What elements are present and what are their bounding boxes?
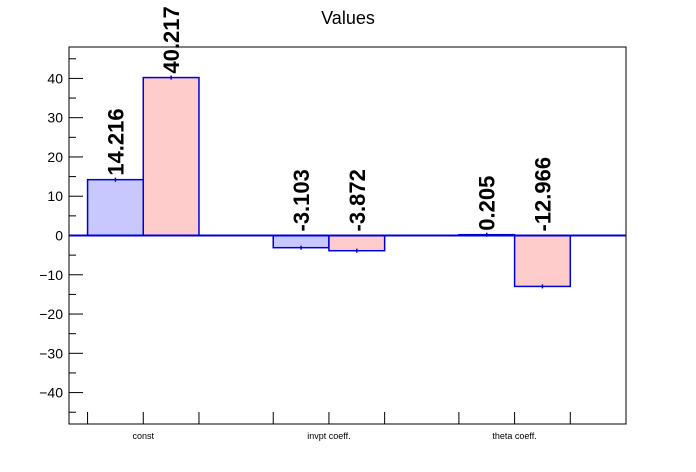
bar-value-label: -3.872 xyxy=(345,169,370,231)
y-axis: −40 −30 −20 −10 0 10 20 30 40 xyxy=(39,58,83,413)
bar xyxy=(328,234,386,252)
chart-title: Values xyxy=(321,8,375,28)
y-tick-label: 20 xyxy=(47,149,63,165)
bar-series-group xyxy=(86,75,572,289)
bar-value-label: -3.103 xyxy=(289,169,314,231)
y-tick-label: −10 xyxy=(39,267,63,283)
bar-value-label: 14.216 xyxy=(103,108,128,175)
y-tick-label: −20 xyxy=(39,306,63,322)
x-axis: const invpt coeff. theta coeff. xyxy=(87,412,571,441)
x-category-label: const xyxy=(133,431,155,441)
bar-value-label: 40.217 xyxy=(159,6,184,73)
value-labels: 14.216 -3.103 0.205 40.217 -3.872 -12.966 xyxy=(103,6,555,231)
y-tick-label: 30 xyxy=(47,110,63,126)
y-tick-label: −40 xyxy=(39,385,63,401)
x-category-label: theta coeff. xyxy=(492,431,536,441)
bar-value-label: 0.205 xyxy=(475,176,500,231)
bar-value-label: -12.966 xyxy=(530,157,555,232)
bar xyxy=(142,76,200,237)
y-tick-label: 40 xyxy=(47,70,63,86)
y-tick-label: −30 xyxy=(39,345,63,361)
y-tick-label: 10 xyxy=(47,188,63,204)
y-tick-label: 0 xyxy=(55,228,63,244)
bar xyxy=(86,178,145,237)
bar xyxy=(513,234,572,288)
x-category-label: invpt coeff. xyxy=(307,431,350,441)
